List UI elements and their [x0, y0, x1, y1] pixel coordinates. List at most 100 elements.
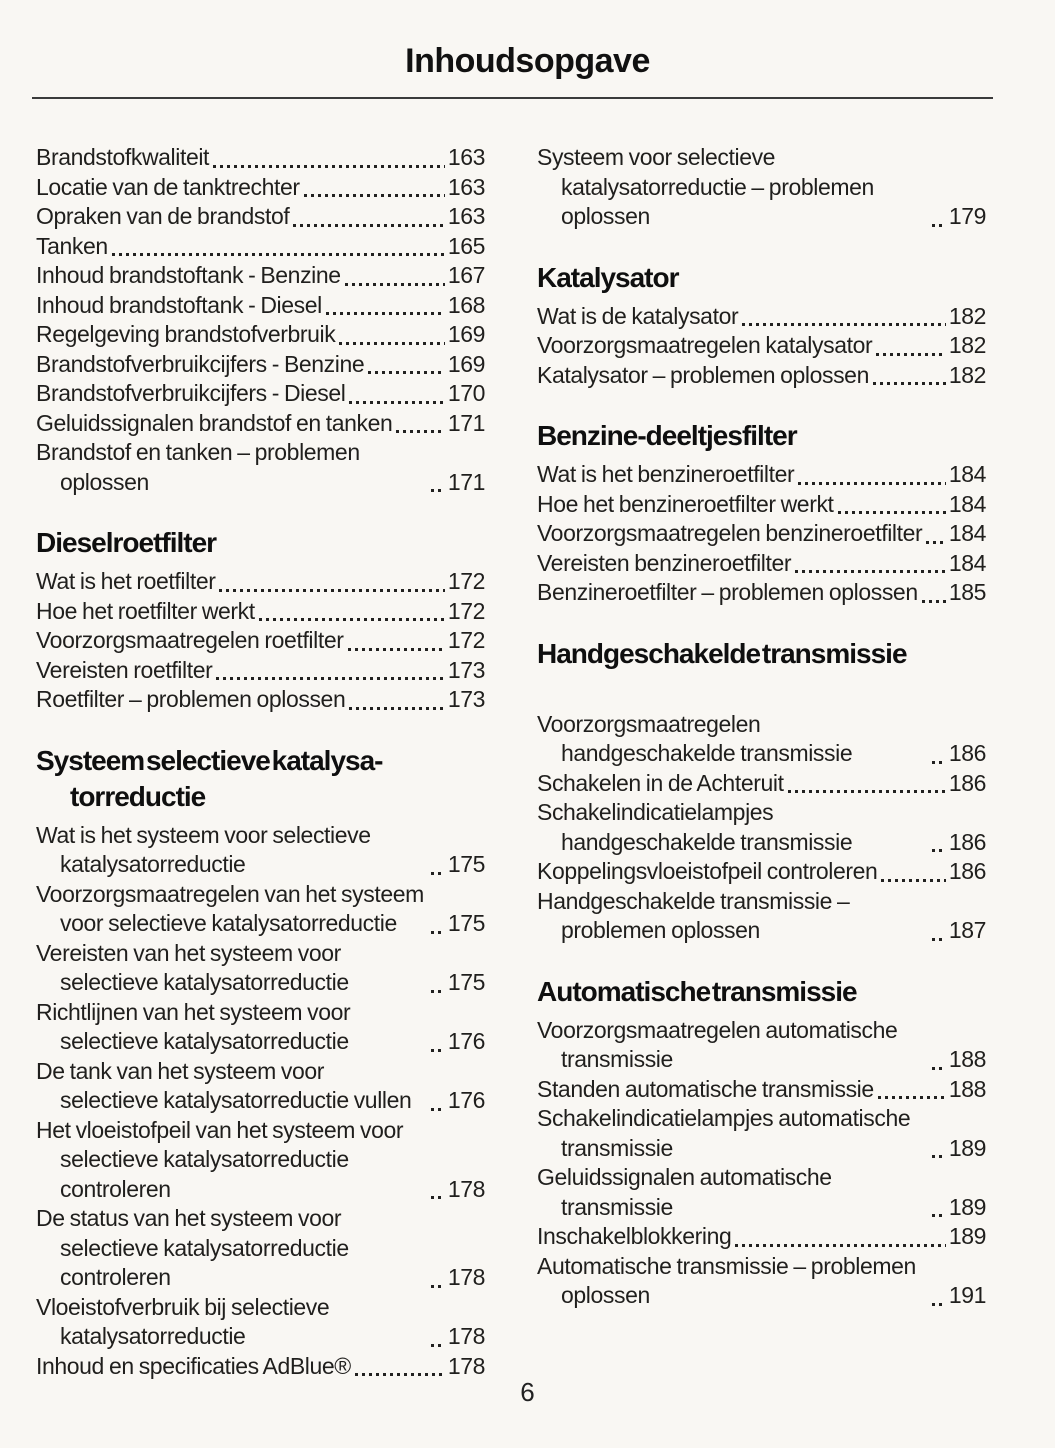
toc-entry: Vereisten roetfilter 173	[36, 656, 485, 686]
toc-entry: Wat is de katalysator 182	[537, 302, 986, 332]
toc-entry: Schakelindicatielampjes automatische tra…	[537, 1104, 986, 1163]
toc-entry: Opraken van de brandstof 163	[36, 202, 485, 232]
toc-entry: Geluidssignalen automatische transmissie…	[537, 1163, 986, 1222]
entry-page-number: 186	[948, 740, 987, 766]
toc-column: Systeem voor selectieve katalysatorreduc…	[537, 143, 986, 1381]
entry-page-number: 169	[447, 321, 486, 347]
entry-title: Brandstofverbruikcijfers - Benzine	[36, 350, 365, 377]
toc-entry: Automatische transmissie – problemen opl…	[537, 1252, 986, 1311]
entry-title: Systeem voor selectieve katalysatorreduc…	[537, 144, 874, 229]
toc-entry: Wat is het roetfilter 172	[36, 567, 485, 597]
entry-page-number: 189	[948, 1223, 987, 1249]
toc-entry: Het vloeistofpeil van het systeem voor s…	[36, 1116, 485, 1205]
entry-page-number: 178	[447, 1352, 486, 1379]
entry-page-number: 172	[447, 597, 486, 624]
dot-leader	[931, 937, 946, 941]
toc-entry: Voorzorgsmaatregelen automatische transm…	[537, 1016, 986, 1075]
dot-leader	[872, 382, 946, 385]
entry-title: Wat is het benzineroetfilter	[537, 461, 795, 487]
dot-leader	[430, 989, 445, 993]
dot-leader	[931, 223, 946, 227]
dot-leader	[787, 790, 946, 793]
dot-leader	[877, 1096, 946, 1099]
section-heading: Katalysator	[537, 261, 680, 293]
toc-entry: Locatie van de tanktrechter 163	[36, 173, 485, 203]
entry-page-number: 189	[948, 1193, 987, 1220]
dot-leader	[837, 511, 946, 514]
entry-title: Inhoud brandstoftank - Diesel	[36, 291, 322, 318]
section-heading: Automatische transmissie	[537, 975, 858, 1007]
entry-page-number: 172	[447, 568, 486, 594]
page-title: Inhoudsopgave	[405, 42, 650, 80]
entry-page-number: 171	[447, 468, 486, 495]
page-number: 6	[520, 1377, 535, 1407]
dot-leader	[931, 1214, 946, 1217]
dot-leader	[795, 570, 946, 573]
entry-title: Handgeschakelde transmissie – problemen …	[537, 887, 850, 944]
entry-page-number: 173	[447, 686, 486, 712]
entry-title: Voorzorgsmaatregelen van het systeem voo…	[36, 880, 424, 937]
dot-leader	[921, 599, 946, 603]
entry-page-number: 178	[447, 1175, 486, 1202]
dot-leader	[931, 1066, 946, 1070]
entry-page-number: 175	[447, 969, 486, 995]
toc-entry: Regelgeving brandstofverbruik 169	[36, 320, 485, 350]
dot-leader	[430, 1196, 445, 1199]
dot-leader	[349, 400, 445, 404]
entry-title: Vloeistofverbruik bij selectieve katalys…	[36, 1293, 330, 1350]
dot-leader	[216, 677, 445, 680]
toc-entry: Vereisten van het systeem voor selectiev…	[36, 939, 485, 998]
entry-title: Standen automatische transmissie	[537, 1075, 874, 1102]
entry-title: Geluidssignalen automatische transmissie	[537, 1164, 832, 1220]
entry-page-number: 175	[447, 910, 486, 936]
entry-title: Voorzorgsmaatregelen roetfilter	[36, 627, 344, 653]
dot-leader	[926, 540, 946, 544]
toc-entry: Systeem voor selectieve katalysatorreduc…	[537, 143, 986, 232]
entry-title: Brandstofverbruikcijfers - Diesel	[36, 380, 346, 406]
toc-entry: De tank van het systeem voor selectieve …	[36, 1057, 485, 1116]
entry-page-number: 165	[447, 232, 486, 259]
toc-entry: Schakelindicatielampjes handgeschakelde …	[537, 798, 986, 857]
entry-title: Koppelingsvloeistofpeil controleren	[537, 858, 878, 884]
toc-entry: Voorzorgsmaatregelen handgeschakelde tra…	[537, 710, 986, 769]
toc-section: Brandstofkwaliteit 163 Locatie van de tank…	[36, 143, 485, 497]
entry-title: De tank van het systeem voor selectieve …	[36, 1057, 412, 1114]
toc-entry: Richtlijnen van het systeem voor selecti…	[36, 998, 485, 1057]
dot-leader	[339, 341, 445, 345]
entry-title: Voorzorgsmaatregelen handgeschakelde tra…	[537, 710, 853, 767]
toc-entry: Brandstofverbruikcijfers - Diesel 170	[36, 379, 485, 409]
entry-title: Inschakelblokkering	[537, 1223, 732, 1249]
entry-title: Voorzorgsmaatregelen katalysator	[537, 332, 873, 358]
toc-entry: Standen automatische transmissie 188	[537, 1075, 986, 1105]
toc-entry: Handgeschakelde transmissie – problemen …	[537, 887, 986, 946]
entry-page-number: 172	[447, 627, 486, 653]
dot-leader	[349, 706, 445, 710]
toc-entry: Hoe het roetfilter werkt 172	[36, 597, 485, 627]
toc-entry: Inschakelblokkering 189	[537, 1222, 986, 1252]
entry-title: Hoe het benzineroetfilter werkt	[537, 490, 834, 517]
toc-entry: Brandstofverbruikcijfers - Benzine 169	[36, 350, 485, 380]
toc-entry: Inhoud brandstoftank - Benzine 167	[36, 261, 485, 291]
entry-page-number: 189	[948, 1134, 987, 1161]
entry-title: Richtlijnen van het systeem voor selecti…	[36, 998, 351, 1055]
entry-page-number: 186	[948, 858, 987, 884]
entry-page-number: 182	[948, 361, 987, 388]
entry-page-number: 184	[948, 520, 987, 546]
entry-page-number: 187	[948, 917, 987, 943]
entry-page-number: 182	[948, 332, 987, 358]
toc-section: Dieselroetfilter Wat is het roetfilter 172…	[36, 525, 485, 715]
dot-leader	[293, 223, 445, 227]
entry-page-number: 185	[948, 579, 987, 605]
entry-title: Vereisten roetfilter	[36, 656, 213, 683]
dot-leader	[111, 253, 445, 256]
toc-entry: Geluidssignalen brandstof en tanken 171	[36, 409, 485, 439]
toc-entry: Voorzorgsmaatregelen roetfilter 172	[36, 626, 485, 656]
entry-title: Wat is het roetfilter	[36, 568, 216, 594]
entry-title: Tanken	[36, 232, 108, 259]
toc-entry: Brandstofkwaliteit 163	[36, 143, 485, 173]
toc-entry: Roetfilter – problemen oplossen 173	[36, 685, 485, 715]
dot-leader	[430, 1284, 445, 1288]
entry-page-number: 188	[948, 1046, 987, 1072]
toc-entry: Voorzorgsmaatregelen van het systeem voo…	[36, 880, 485, 939]
entry-page-number: 178	[447, 1264, 486, 1290]
